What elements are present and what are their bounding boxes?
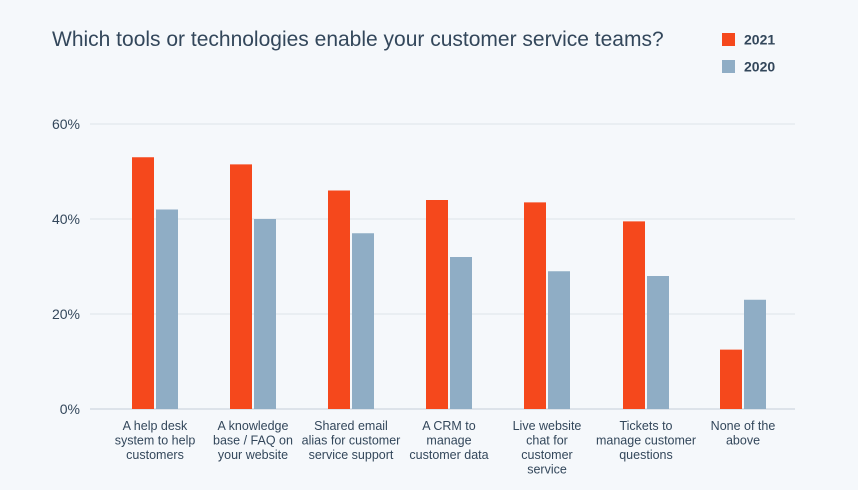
x-category-label: A CRM to manage customer data [409, 419, 488, 462]
y-tick-label: 20% [52, 306, 80, 322]
y-tick-label: 0% [60, 401, 80, 417]
chart-bars [132, 157, 766, 409]
y-tick-label: 40% [52, 211, 80, 227]
x-category-label: A knowledge base / FAQ on your website [213, 419, 293, 462]
bar-2020 [352, 233, 374, 409]
bar-2020 [450, 257, 472, 409]
y-tick-label: 60% [52, 116, 80, 132]
chart-title: Which tools or technologies enable your … [52, 28, 664, 51]
x-axis-category-labels: A help desk system to help customers A know… [115, 419, 776, 477]
bar-2021 [623, 221, 645, 409]
x-category-label: Live website chat for customer service [513, 419, 582, 477]
bar-2020 [647, 276, 669, 409]
legend-swatch-2021 [722, 33, 735, 46]
bar-2021 [328, 190, 350, 409]
legend-label-2020: 2020 [744, 59, 775, 75]
x-category-label: A help desk system to help customers [115, 419, 196, 462]
bar-2021 [720, 349, 742, 409]
bar-2020 [156, 209, 178, 409]
x-category-label: None of the above [711, 419, 776, 448]
bar-2021 [230, 164, 252, 409]
bar-2021 [524, 202, 546, 409]
bar-2021 [132, 157, 154, 409]
chart-legend: 2021 2020 [722, 32, 775, 75]
legend-swatch-2020 [722, 60, 735, 73]
bar-2020 [254, 219, 276, 409]
legend-label-2021: 2021 [744, 32, 775, 48]
y-axis-ticks: 0% 20% 40% 60% [52, 116, 80, 417]
x-category-label: Shared email alias for customer service su… [302, 419, 401, 462]
bar-2020 [744, 299, 766, 409]
x-category-label: Tickets to manage customer questions [596, 419, 696, 462]
bar-2021 [426, 200, 448, 409]
bar-2020 [548, 271, 570, 409]
